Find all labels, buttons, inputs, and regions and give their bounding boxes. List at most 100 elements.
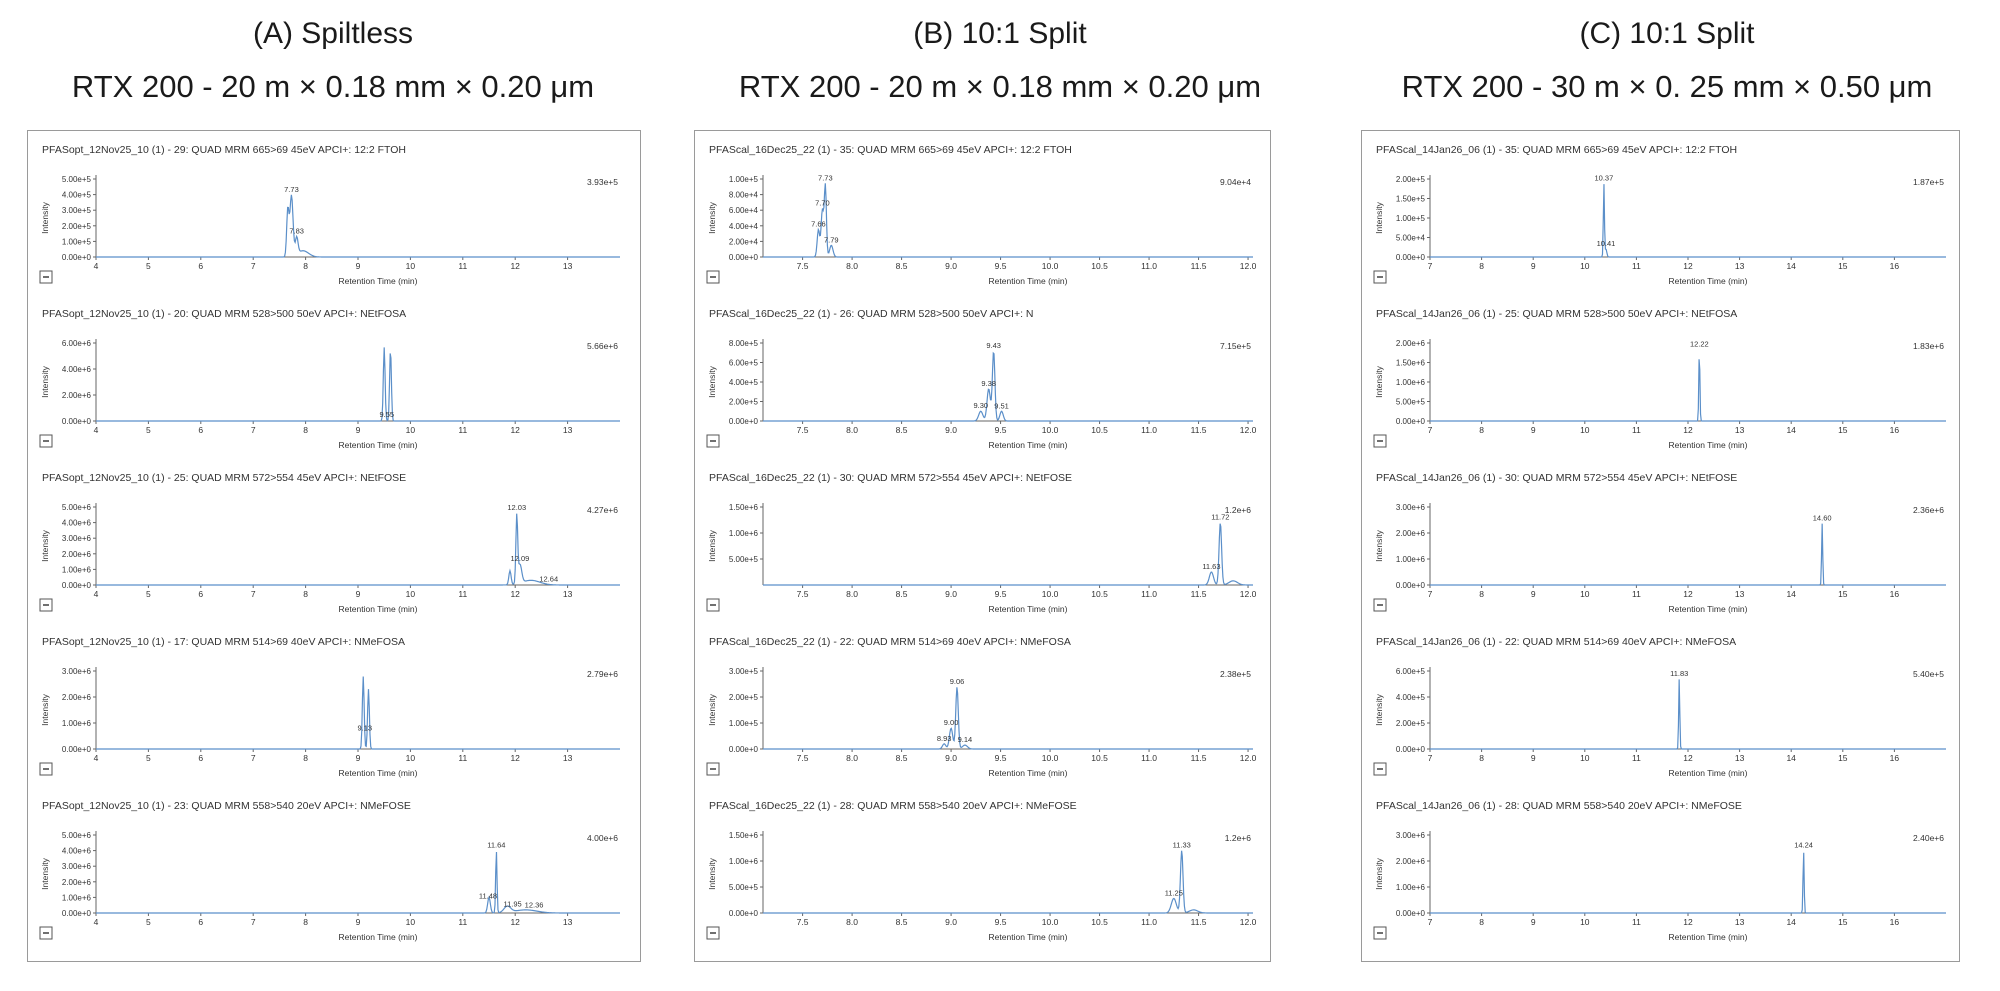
y-tick-label: 1.50e+6 [1396, 359, 1426, 368]
x-tick-label: 15 [1838, 753, 1848, 763]
peak-label: 7.73 [818, 174, 833, 183]
y-tick-label: 1.00e+5 [62, 237, 92, 246]
x-tick-label: 10 [1580, 753, 1590, 763]
column-title: (B) 10:1 Split [913, 17, 1087, 50]
x-tick-label: 14 [1786, 261, 1796, 271]
x-tick-label: 8 [1479, 753, 1484, 763]
peak-label: 7.79 [824, 235, 839, 244]
y-tick-label: 0.00e+0 [1396, 253, 1426, 262]
x-tick-label: 8.0 [846, 425, 858, 435]
peak-label: 9.00 [944, 718, 959, 727]
x-tick-label: 10 [1580, 425, 1590, 435]
peak-label: 7.73 [284, 185, 299, 194]
x-tick-label: 13 [1735, 753, 1745, 763]
x-tick-label: 9.0 [945, 425, 957, 435]
trace-title: PFAScal_16Dec25_22 (1) - 26: QUAD MRM 52… [709, 308, 1034, 320]
peak-label: 9.30 [973, 401, 988, 410]
chromatogram-plot-5: PFAScal_14Jan26_06 (1) - 28: QUAD MRM 55… [1373, 800, 1946, 942]
x-tick-label: 9 [1531, 425, 1536, 435]
x-tick-label: 11.5 [1191, 425, 1207, 435]
chromatogram-trace [96, 347, 620, 422]
x-tick-label: 5 [146, 425, 151, 435]
x-tick-label: 8.5 [896, 753, 908, 763]
x-tick-label: 7 [1428, 425, 1433, 435]
x-tick-label: 11 [1632, 261, 1641, 271]
y-tick-label: 1.00e+6 [1396, 883, 1426, 892]
x-tick-label: 7 [1428, 589, 1433, 599]
y-tick-label: 0.00e+0 [62, 417, 92, 426]
chromatogram-plot-1: PFAScal_14Jan26_06 (1) - 35: QUAD MRM 66… [1373, 144, 1946, 286]
x-tick-label: 13 [563, 917, 573, 927]
column-spec: RTX 200 - 30 m × 0. 25 mm × 0.50 μm [1401, 69, 1933, 104]
max-intensity-label: 7.15e+5 [1220, 341, 1251, 351]
x-tick-label: 11.0 [1141, 261, 1157, 271]
max-intensity-label: 5.66e+6 [587, 341, 618, 351]
peak-label: 11.72 [1211, 513, 1229, 522]
y-tick-label: 0.00e+0 [729, 745, 759, 754]
y-tick-label: 1.00e+5 [729, 719, 759, 728]
y-tick-label: 2.00e+6 [1396, 857, 1426, 866]
chromatogram-plot-1: PFAScal_16Dec25_22 (1) - 35: QUAD MRM 66… [706, 144, 1257, 286]
chromatogram-plot-4: PFASopt_12Nov25_10 (1) - 17: QUAD MRM 51… [39, 636, 620, 778]
x-tick-label: 9 [356, 753, 361, 763]
x-tick-label: 12 [510, 753, 520, 763]
x-tick-label: 14 [1786, 917, 1796, 927]
x-tick-label: 9.0 [945, 589, 957, 599]
x-tick-label: 13 [1735, 917, 1745, 927]
column-header-a: (A) Spiltless RTX 200 - 20 m × 0.18 mm ×… [0, 0, 666, 106]
x-tick-label: 10 [1580, 261, 1590, 271]
x-tick-label: 7.5 [797, 261, 809, 271]
chromatogram-plot-2: PFAScal_16Dec25_22 (1) - 26: QUAD MRM 52… [706, 308, 1257, 450]
y-axis-label: Intensity [707, 365, 717, 397]
peak-label: 14.24 [1794, 841, 1813, 850]
x-axis-label: Retention Time (min) [339, 604, 418, 614]
x-tick-label: 12 [510, 917, 520, 927]
x-tick-label: 9.5 [995, 753, 1007, 763]
peak-label: 7.83 [289, 226, 304, 235]
trace-title: PFAScal_14Jan26_06 (1) - 35: QUAD MRM 66… [1376, 144, 1737, 156]
x-tick-label: 12.0 [1240, 425, 1257, 435]
x-tick-label: 7 [251, 425, 256, 435]
y-tick-label: 1.00e+5 [1396, 214, 1426, 223]
x-tick-label: 14 [1786, 425, 1796, 435]
max-intensity-label: 4.27e+6 [587, 505, 618, 515]
max-intensity-label: 2.38e+5 [1220, 669, 1251, 679]
y-tick-label: 6.00e+5 [1396, 667, 1426, 676]
y-tick-label: 0.00e+0 [729, 417, 759, 426]
y-tick-label: 3.00e+6 [1396, 831, 1426, 840]
peak-label: 9.38 [981, 379, 996, 388]
x-tick-label: 11.5 [1191, 753, 1207, 763]
x-tick-label: 7.5 [797, 589, 809, 599]
max-intensity-label: 9.04e+4 [1220, 177, 1251, 187]
chromatogram-trace [1430, 679, 1946, 750]
x-tick-label: 12.0 [1240, 917, 1257, 927]
chromatogram-plot-3: PFAScal_16Dec25_22 (1) - 30: QUAD MRM 57… [706, 472, 1257, 614]
x-tick-label: 9 [1531, 589, 1536, 599]
y-tick-label: 6.00e+4 [729, 206, 759, 215]
x-tick-label: 7 [251, 753, 256, 763]
x-tick-label: 11.5 [1191, 261, 1207, 271]
x-tick-label: 8 [303, 261, 308, 271]
chromatogram-plot-3: PFASopt_12Nov25_10 (1) - 25: QUAD MRM 57… [39, 472, 620, 614]
trace-title: PFAScal_14Jan26_06 (1) - 28: QUAD MRM 55… [1376, 800, 1742, 812]
x-tick-label: 9.5 [995, 589, 1007, 599]
y-axis-label: Intensity [40, 857, 50, 889]
peak-label: 8.93 [937, 734, 952, 743]
x-tick-label: 12.0 [1240, 753, 1257, 763]
max-intensity-label: 1.2e+6 [1225, 505, 1252, 515]
x-tick-label: 7 [251, 589, 256, 599]
x-tick-label: 9 [356, 261, 361, 271]
x-tick-label: 9.5 [995, 425, 1007, 435]
x-tick-label: 6 [198, 425, 203, 435]
x-tick-label: 6 [198, 753, 203, 763]
x-axis-label: Retention Time (min) [1669, 276, 1748, 286]
chromatogram-plot-4: PFAScal_14Jan26_06 (1) - 22: QUAD MRM 51… [1373, 636, 1946, 778]
chromatogram-plot-5: PFASopt_12Nov25_10 (1) - 23: QUAD MRM 55… [39, 800, 620, 942]
y-tick-label: 5.00e+5 [729, 883, 759, 892]
x-tick-label: 10 [1580, 589, 1590, 599]
trace-title: PFAScal_14Jan26_06 (1) - 25: QUAD MRM 52… [1376, 308, 1737, 320]
y-tick-label: 1.00e+6 [62, 893, 92, 902]
x-tick-label: 8 [303, 425, 308, 435]
x-tick-label: 10 [406, 425, 416, 435]
x-tick-label: 7 [251, 261, 256, 271]
